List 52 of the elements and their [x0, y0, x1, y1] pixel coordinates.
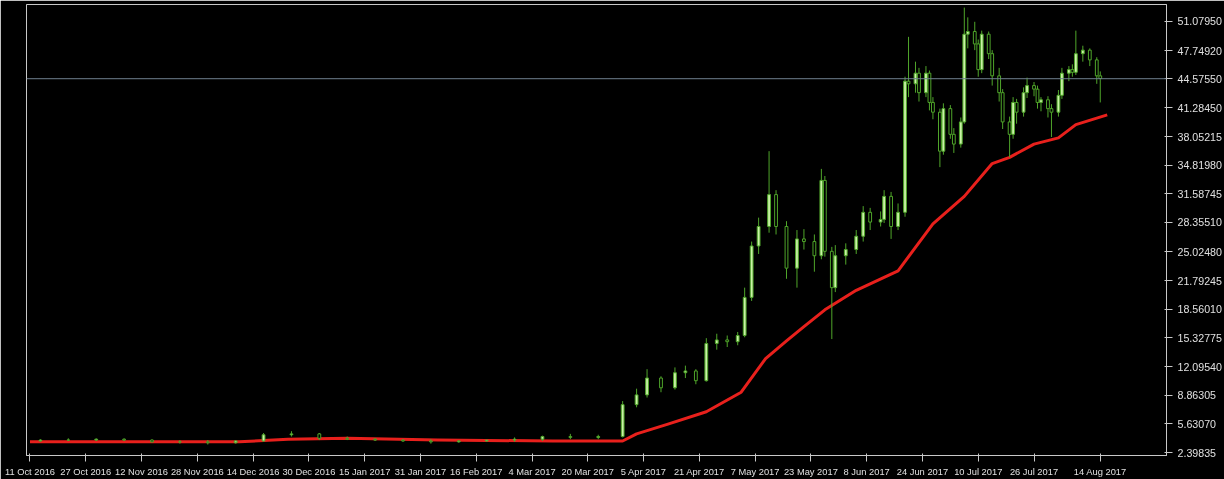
x-tick-label: 11 Oct 2016 [4, 466, 56, 477]
x-tick-label: 8 Jun 2017 [843, 466, 890, 477]
candlestick [868, 207, 873, 231]
x-tick-label: 20 Mar 2017 [561, 466, 614, 477]
y-tick-label: 25.02480 [1177, 245, 1223, 258]
candlestick [896, 202, 900, 231]
x-tick-label: 10 Jul 2017 [954, 466, 1003, 477]
x-tick-label: 27 Oct 2016 [60, 466, 112, 477]
x-tick-label: 4 Mar 2017 [508, 466, 556, 477]
candlestick [861, 205, 866, 243]
candlestick [756, 217, 761, 255]
candlestick [843, 242, 848, 266]
candlestick [812, 233, 817, 273]
candlestick [645, 368, 649, 399]
x-tick-label: 7 May 2017 [730, 466, 780, 477]
y-tick-label: 47.74920 [1177, 44, 1223, 57]
x-tick-label: 21 Apr 2017 [673, 466, 725, 477]
x-tick-label: 16 Feb 2017 [450, 466, 503, 477]
x-tick-label: 14 Aug 2017 [1073, 466, 1127, 477]
candlestick [802, 228, 806, 251]
x-tick-label: 12 Nov 2016 [115, 466, 168, 477]
x-tick-label: 15 Jan 2017 [338, 466, 391, 477]
x-tick-label: 31 Jan 2017 [394, 466, 447, 477]
y-tick-label: 8.86305 [1177, 389, 1217, 402]
y-tick-label: 2.39835 [1177, 446, 1217, 459]
y-tick-label: 15.32775 [1177, 331, 1223, 344]
candlestick [882, 189, 887, 224]
candlestick [673, 366, 677, 391]
y-tick-label: 38.05215 [1177, 130, 1223, 143]
y-tick-label: 31.58745 [1177, 187, 1223, 200]
y-tick-label: 51.07950 [1177, 15, 1223, 28]
ref-line-label: 44.57550 [1177, 72, 1223, 85]
y-tick-label: 18.56010 [1177, 303, 1223, 316]
x-tick-label: 5 Apr 2017 [620, 466, 666, 477]
x-tick-label: 26 Jul 2017 [1009, 466, 1059, 477]
x-tick-label: 14 Dec 2016 [226, 466, 280, 477]
candlestick [913, 61, 918, 94]
x-tick-label: 24 Jun 2017 [896, 466, 949, 477]
candlestick [854, 229, 859, 255]
y-tick-label: 28.35510 [1177, 216, 1223, 229]
y-tick-label: 21.79245 [1177, 274, 1223, 287]
line-series [28, 113, 1109, 444]
candlestick [634, 388, 639, 408]
y-tick-label: 12.09540 [1177, 360, 1223, 373]
y-tick-label: 41.28450 [1177, 101, 1223, 114]
x-tick-label: 28 Nov 2016 [170, 466, 224, 477]
candlestick [1035, 85, 1040, 110]
candlestick [429, 438, 433, 445]
y-tick-label: 34.81980 [1177, 159, 1223, 172]
y-tick-label: 5.63070 [1177, 417, 1217, 430]
x-tick-label: 23 May 2017 [783, 466, 838, 477]
x-tick-label: 30 Dec 2016 [282, 466, 336, 477]
